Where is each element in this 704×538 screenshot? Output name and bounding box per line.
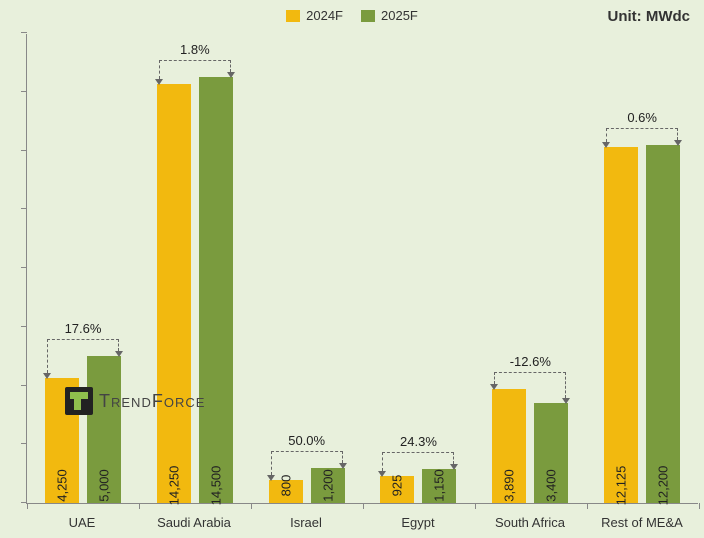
trendforce-logo-icon — [65, 387, 93, 415]
legend-swatch-2024 — [286, 10, 300, 22]
bar-group: 4,250 5,000 17.6% — [27, 34, 139, 503]
x-axis-label: UAE — [26, 515, 138, 530]
bar-value-label: 14,500 — [208, 466, 223, 506]
bar-value-label: 5,000 — [96, 469, 111, 502]
bar-group: 925 1,150 24.3% — [362, 34, 474, 503]
bar-group: 14,250 14,500 1.8% — [139, 34, 251, 503]
bracket — [159, 60, 231, 61]
x-axis-label: Saudi Arabia — [138, 515, 250, 530]
x-axis-label: South Africa — [474, 515, 586, 530]
bar-value-label: 4,250 — [54, 469, 69, 502]
legend-label-2025: 2025F — [381, 8, 418, 23]
legend-swatch-2025 — [361, 10, 375, 22]
bar-value-label: 1,150 — [432, 469, 447, 502]
bracket — [494, 372, 566, 373]
bar-value-label: 925 — [390, 475, 405, 497]
bar-value-label: 14,250 — [166, 466, 181, 506]
bar-2024: 800 — [269, 480, 303, 504]
bar-value-label: 3,400 — [544, 469, 559, 502]
bar-2024: 925 — [380, 476, 414, 503]
legend: 2024F 2025F — [0, 8, 704, 23]
bar-value-label: 1,200 — [320, 469, 335, 502]
bar-group: 12,125 12,200 0.6% — [586, 34, 698, 503]
bar-value-label: 12,125 — [614, 466, 629, 506]
pct-change-label: 1.8% — [157, 42, 233, 57]
bar-value-label: 12,200 — [656, 466, 671, 506]
pct-change-label: 0.6% — [604, 110, 680, 125]
bracket — [382, 452, 454, 453]
legend-item-2025: 2025F — [361, 8, 418, 23]
bracket — [47, 339, 119, 340]
bar-2025: 14,500 — [199, 77, 233, 503]
bar-groups: 4,250 5,000 17.6% 14,250 14,500 1.8% 800 1,200 5… — [27, 34, 698, 503]
bar-value-label: 800 — [278, 475, 293, 497]
chart-container: 2024F 2025F Unit: MWdc 4,250 5,000 17.6% 14… — [0, 0, 704, 538]
bar-group: 3,890 3,400 -12.6% — [474, 34, 586, 503]
bar-value-label: 3,890 — [502, 469, 517, 502]
bar-2025: 3,400 — [534, 403, 568, 503]
bar-2024: 12,125 — [604, 147, 638, 503]
bar-2025: 12,200 — [646, 145, 680, 503]
bar-2025: 1,150 — [422, 469, 456, 503]
pct-change-label: 17.6% — [45, 321, 121, 336]
unit-label: Unit: MWdc — [608, 8, 690, 25]
legend-item-2024: 2024F — [286, 8, 343, 23]
x-axis-label: Egypt — [362, 515, 474, 530]
plot-area: 4,250 5,000 17.6% 14,250 14,500 1.8% 800 1,200 5… — [26, 34, 698, 504]
bar-2024: 14,250 — [157, 84, 191, 503]
x-axis-labels: UAESaudi ArabiaIsraelEgyptSouth AfricaRe… — [26, 515, 698, 530]
bracket — [271, 451, 343, 452]
bar-2024: 3,890 — [492, 389, 526, 503]
legend-label-2024: 2024F — [306, 8, 343, 23]
bar-2025: 5,000 — [87, 356, 121, 503]
pct-change-label: 24.3% — [380, 434, 456, 449]
bar-group: 800 1,200 50.0% — [251, 34, 363, 503]
brand-watermark: TrendForce — [65, 387, 205, 415]
brand-text: TrendForce — [99, 391, 205, 412]
bar-2025: 1,200 — [311, 468, 345, 503]
pct-change-label: -12.6% — [492, 354, 568, 369]
bracket — [606, 128, 678, 129]
pct-change-label: 50.0% — [269, 433, 345, 448]
x-axis-label: Israel — [250, 515, 362, 530]
x-axis-label: Rest of ME&A — [586, 515, 698, 530]
